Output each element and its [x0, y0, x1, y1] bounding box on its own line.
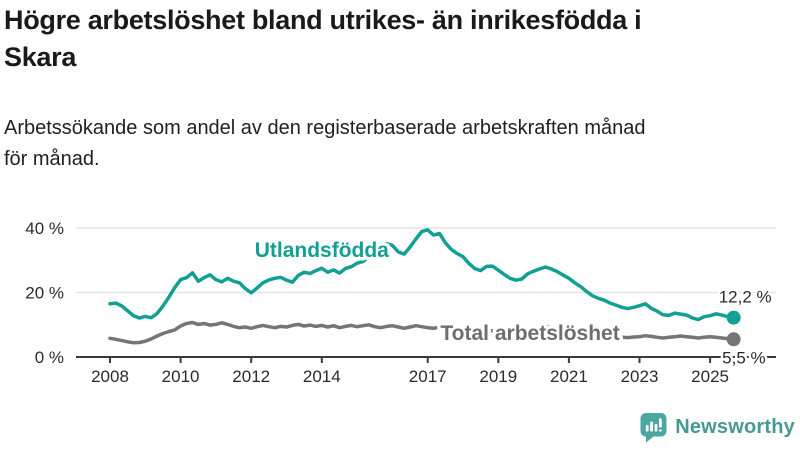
y-tick-label-20: 20 % — [25, 284, 64, 303]
newsworthy-logo[interactable]: Newsworthy — [639, 412, 795, 443]
page-subtitle-line1: Arbetssökande som andel av den registerb… — [4, 117, 646, 139]
x-tick-label-2014: 2014 — [303, 367, 341, 386]
series-line-total-arbetsl-shet — [108, 320, 736, 345]
x-tick-label-2023: 2023 — [621, 367, 659, 386]
end-value-label-utlandsf-dda: 12,2 % — [719, 288, 772, 307]
newsworthy-wordmark: Newsworthy — [675, 416, 795, 438]
end-value-label-total-arbetsl-shet: 5,5 % — [722, 348, 765, 367]
x-tick-label-2025: 2025 — [691, 367, 729, 386]
y-tick-label-40: 40 % — [25, 219, 64, 238]
series-lines — [108, 228, 736, 345]
x-tick-label-2012: 2012 — [232, 367, 270, 386]
page-subtitle-line2: för månad. — [4, 148, 100, 170]
end-dot-utlandsf-dda — [726, 310, 741, 325]
series-label-utlandsf-dda: Utlandsfödda — [255, 239, 389, 262]
x-tick-label-2008: 2008 — [91, 367, 129, 386]
newsworthy-bar-chart-speech-bubble-icon — [640, 413, 667, 443]
x-tick-label-2017: 2017 — [409, 367, 447, 386]
page-title: Högre arbetslöshet bland utrikes- än inr… — [4, 2, 794, 76]
gridlines — [76, 227, 776, 294]
y-tick-label-0: 0 % — [35, 348, 64, 367]
end-dot-total-arbetsl-shet — [726, 332, 741, 347]
series-label-total-arbetsl-shet: Total arbetslöshet — [440, 322, 619, 345]
page-subtitle: Arbetssökande som andel av den registerb… — [4, 113, 794, 175]
x-axis — [76, 356, 776, 363]
page-title-line2: Skara — [4, 42, 77, 72]
series-end-markers: 12,2 % 5,5 % — [716, 285, 774, 370]
y-axis-labels: 0 % 20 % 40 % — [25, 219, 64, 367]
page-title-line1: Högre arbetslöshet bland utrikes- än inr… — [4, 5, 642, 35]
series-inline-labels: Utlandsfödda Total arbetslöshet — [251, 235, 623, 348]
x-tick-label-2021: 2021 — [550, 367, 588, 386]
x-tick-label-2019: 2019 — [479, 367, 517, 386]
x-axis-labels: 2008 2010 2012 2014 2017 2019 2021 2023 2025 — [91, 367, 729, 386]
series-line-utlandsf-dda — [108, 228, 736, 322]
x-tick-label-2010: 2010 — [162, 367, 200, 386]
